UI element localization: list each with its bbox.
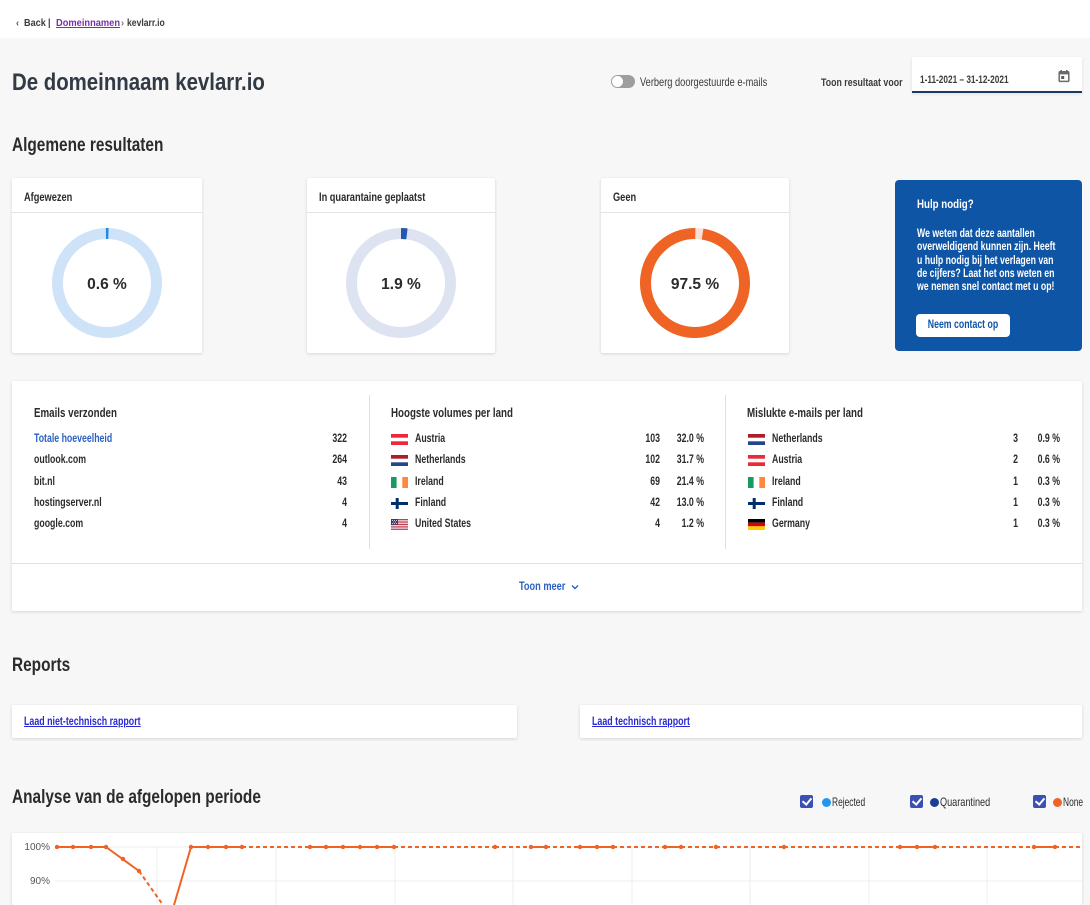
svg-text:100%: 100% [24,842,50,853]
svg-text:90%: 90% [30,876,50,887]
